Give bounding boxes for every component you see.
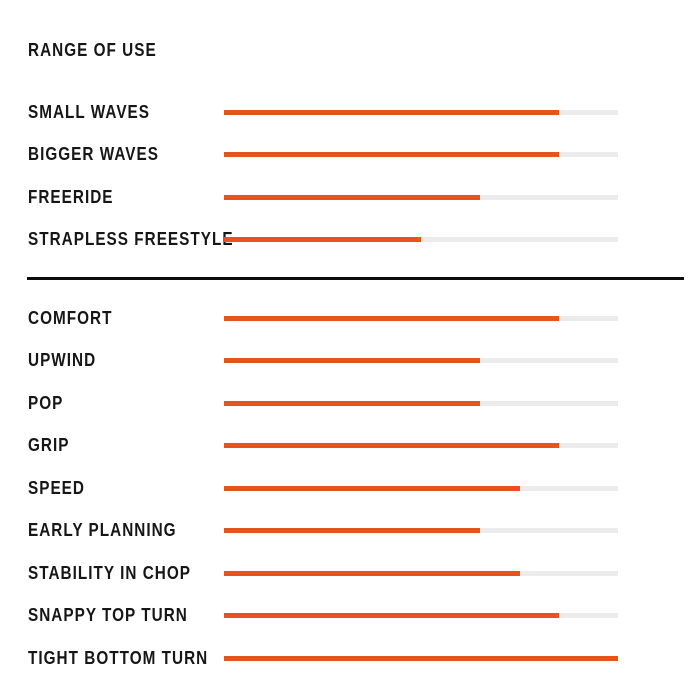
performance-group: COMFORT UPWIND POP GRIP SPEED EARLY PLANNING S… xyxy=(0,297,700,680)
bar-fill xyxy=(224,109,559,115)
bar-track xyxy=(224,358,618,364)
row-label: TIGHT BOTTOM TURN xyxy=(28,647,209,668)
row-label: SMALL WAVES xyxy=(28,101,151,122)
bar-fill xyxy=(224,152,559,158)
bar-fill xyxy=(224,655,618,661)
bar-track xyxy=(224,443,618,449)
bar-track xyxy=(224,194,618,200)
row-label: SNAPPY TOP TURN xyxy=(28,605,188,626)
bar-fill xyxy=(224,443,559,449)
chart-row: GRIP xyxy=(0,425,700,468)
section-divider xyxy=(27,277,684,280)
row-label: GRIP xyxy=(28,435,70,456)
bar-fill xyxy=(224,570,520,576)
row-label: POP xyxy=(28,392,64,413)
chart-row: SNAPPY TOP TURN xyxy=(0,595,700,638)
bar-track xyxy=(224,152,618,158)
bar-track xyxy=(224,237,618,243)
bar-track xyxy=(224,570,618,576)
chart-row: BIGGER WAVES xyxy=(0,134,700,177)
row-label: EARLY PLANNING xyxy=(28,520,177,541)
row-label: BIGGER WAVES xyxy=(28,144,159,165)
bar-track xyxy=(224,485,618,491)
bar-track xyxy=(224,655,618,661)
bar-fill xyxy=(224,613,559,619)
bar-fill xyxy=(224,528,481,534)
chart-title: RANGE OF USE xyxy=(28,40,157,60)
chart-row: FREERIDE xyxy=(0,176,700,219)
bar-fill xyxy=(224,485,520,491)
chart-row: TIGHT BOTTOM TURN xyxy=(0,637,700,680)
chart-row: STRAPLESS FREESTYLE xyxy=(0,219,700,262)
bar-fill xyxy=(224,358,481,364)
bar-track xyxy=(224,400,618,406)
bar-fill xyxy=(224,400,481,406)
chart-row: COMFORT xyxy=(0,297,700,340)
bar-track xyxy=(224,528,618,534)
row-label: STRAPLESS FREESTYLE xyxy=(28,229,234,250)
row-label: COMFORT xyxy=(28,307,113,328)
row-label: SPEED xyxy=(28,477,85,498)
chart-row: SMALL WAVES xyxy=(0,91,700,134)
row-label: UPWIND xyxy=(28,350,97,371)
chart-row: STABILITY IN CHOP xyxy=(0,552,700,595)
bar-track xyxy=(224,613,618,619)
bar-track xyxy=(224,315,618,321)
chart-row: UPWIND xyxy=(0,340,700,383)
chart-row: POP xyxy=(0,382,700,425)
range-of-use-group: SMALL WAVES BIGGER WAVES FREERIDE STRAPLESS… xyxy=(0,91,700,261)
bar-fill xyxy=(224,237,421,243)
bar-track xyxy=(224,109,618,115)
bar-fill xyxy=(224,315,559,321)
row-label: STABILITY IN CHOP xyxy=(28,562,191,583)
row-label: FREERIDE xyxy=(28,186,114,207)
chart-row: EARLY PLANNING xyxy=(0,510,700,553)
bar-fill xyxy=(224,194,481,200)
chart-row: SPEED xyxy=(0,467,700,510)
